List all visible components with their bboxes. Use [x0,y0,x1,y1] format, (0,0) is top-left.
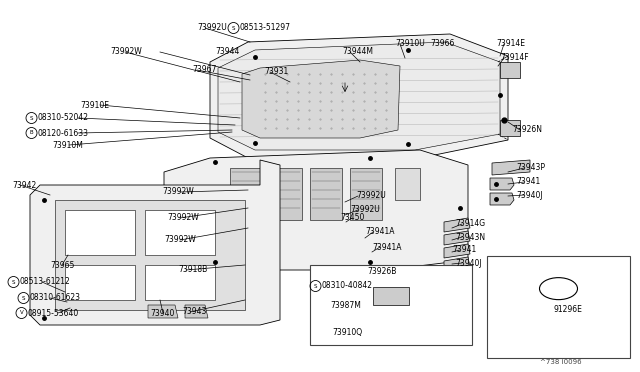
Text: 73910E: 73910E [80,100,109,109]
Text: 08310-40842: 08310-40842 [322,282,373,291]
Text: 08513-61212: 08513-61212 [20,278,71,286]
Text: 73943N: 73943N [455,232,485,241]
Polygon shape [218,42,500,150]
Polygon shape [350,168,382,220]
Bar [487,256,630,358]
Polygon shape [395,168,420,200]
Text: 73992U: 73992U [197,23,227,32]
Text: 73918B: 73918B [178,266,207,275]
Polygon shape [444,257,470,271]
Text: 73450: 73450 [340,214,364,222]
Text: 91296E: 91296E [554,305,583,314]
Text: S: S [232,26,236,31]
Polygon shape [490,178,514,190]
Polygon shape [310,168,342,220]
Text: 73931: 73931 [264,67,288,77]
Text: 73910M: 73910M [52,141,83,150]
Text: 73942: 73942 [12,180,36,189]
Text: 73965: 73965 [50,260,74,269]
Polygon shape [444,231,470,245]
Text: B: B [29,131,33,135]
Text: 73966: 73966 [430,39,454,48]
Text: 73940J: 73940J [455,259,482,267]
Text: 73992U: 73992U [350,205,380,215]
Text: S: S [314,283,317,289]
Text: 73914G: 73914G [455,219,485,228]
Text: 08120-61633: 08120-61633 [38,128,89,138]
Polygon shape [444,218,470,232]
Text: 73941: 73941 [452,246,476,254]
Polygon shape [230,168,262,220]
Polygon shape [145,210,215,255]
Text: 73992W: 73992W [164,235,196,244]
Text: 73940: 73940 [150,308,174,317]
Text: 73914E: 73914E [496,39,525,48]
Polygon shape [148,305,178,318]
Text: 08310-52042: 08310-52042 [38,113,89,122]
Polygon shape [373,287,409,305]
Text: 73910Q: 73910Q [332,327,362,337]
Text: 73992W: 73992W [167,214,199,222]
Text: 73967: 73967 [192,65,216,74]
Text: 08915-53640: 08915-53640 [28,308,79,317]
Text: 73926B: 73926B [367,267,396,276]
Text: 73987M: 73987M [330,301,361,310]
Text: 73944M: 73944M [342,48,373,57]
Text: ^738 i0096: ^738 i0096 [540,359,582,365]
Text: 73944: 73944 [215,48,239,57]
Text: 08310-61623: 08310-61623 [30,294,81,302]
Text: S: S [12,279,15,285]
Polygon shape [490,193,514,205]
Polygon shape [210,34,508,158]
Text: 73992W: 73992W [162,187,194,196]
Polygon shape [65,210,135,255]
Text: 73992U: 73992U [356,192,386,201]
Bar [310,265,472,345]
Text: 73910U: 73910U [395,39,425,48]
Polygon shape [270,168,302,220]
Polygon shape [500,120,520,136]
Text: 73941A: 73941A [372,243,401,251]
Text: 73943: 73943 [182,308,206,317]
Polygon shape [500,62,520,78]
Polygon shape [65,265,135,300]
Text: 73926N: 73926N [512,125,542,135]
Polygon shape [55,200,245,310]
Polygon shape [492,160,530,175]
Polygon shape [242,60,400,138]
Text: 73940J: 73940J [516,190,543,199]
Text: V: V [20,311,24,315]
Text: S: S [29,115,33,121]
Polygon shape [164,150,468,270]
Text: S: S [22,295,25,301]
Text: 08513-51297: 08513-51297 [240,23,291,32]
Circle shape [145,282,165,302]
Text: 73941A: 73941A [365,228,394,237]
Polygon shape [444,244,470,258]
Polygon shape [185,305,208,318]
Text: 73943P: 73943P [516,164,545,173]
Text: 73941: 73941 [516,177,540,186]
Polygon shape [145,265,215,300]
Text: 73914F: 73914F [500,54,529,62]
Text: 73992W: 73992W [110,48,141,57]
Polygon shape [30,160,280,325]
